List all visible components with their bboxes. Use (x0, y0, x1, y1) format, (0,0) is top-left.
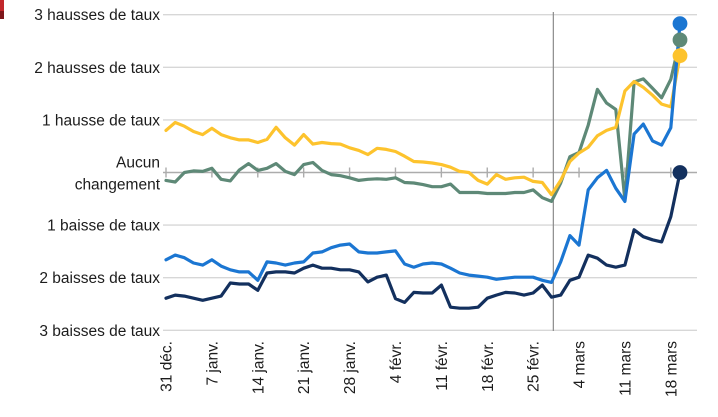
x-axis-label: 18 févr. (480, 341, 497, 392)
y-axis-label: Aucun changement (75, 155, 161, 194)
x-axis-label: 14 janv. (250, 341, 267, 394)
x-axis-label: 31 déc. (159, 341, 176, 392)
y-axis-label: 3 hausses de taux (34, 7, 160, 24)
series-line-navy (164, 170, 682, 310)
series-line-light-blue (164, 22, 682, 284)
x-axis-label: 21 janv. (296, 341, 313, 394)
series-end-dot-yellow (672, 48, 688, 64)
x-axis-label: 4 févr. (388, 341, 405, 383)
y-axis-label: 2 hausses de taux (34, 60, 160, 77)
y-axis-label: 2 baisses de taux (39, 270, 160, 287)
x-axis-label: 25 févr. (526, 341, 543, 392)
red-edge-marker (0, 0, 4, 19)
x-axis-label: 11 mars (617, 341, 634, 396)
x-axis-label: 7 janv. (204, 341, 221, 386)
y-axis-label: 3 baisses de taux (39, 323, 160, 340)
series-line-teal (164, 38, 682, 203)
x-axis-label: 28 janv. (342, 341, 359, 394)
x-axis-label: 11 févr. (434, 341, 451, 391)
series-line-yellow (164, 54, 682, 197)
series-end-dot-teal (672, 32, 688, 48)
series-end-dot-navy (672, 165, 688, 180)
y-axis-label: 1 baisse de taux (47, 218, 160, 235)
y-axis-label: 1 hausse de taux (42, 112, 160, 129)
x-axis-label: 18 mars (663, 341, 680, 397)
x-axis-label: 4 mars (572, 341, 589, 389)
series-end-dot-light-blue (672, 16, 688, 31)
